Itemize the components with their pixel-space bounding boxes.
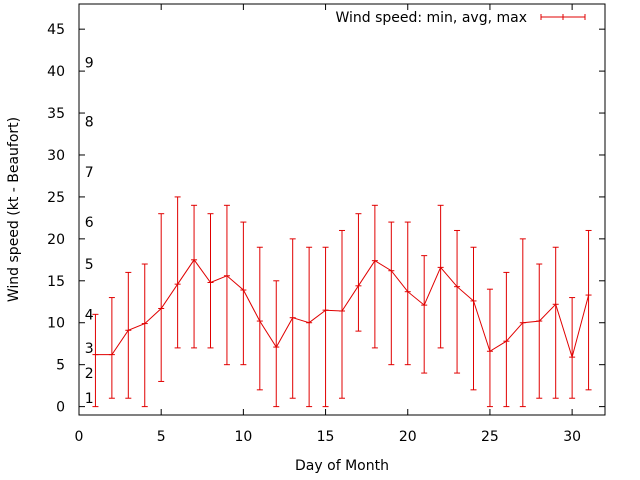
error-bar [470,246,477,391]
error-bar [437,204,444,349]
beaufort-label: 8 [85,114,94,130]
beaufort-label: 5 [85,257,94,273]
error-bar [322,246,329,408]
x-tick-label: 15 [317,429,335,445]
error-bar [223,204,230,366]
y-tick-label: 10 [47,316,65,332]
error-bar [454,229,461,374]
beaufort-label: 6 [85,215,94,231]
y-tick-label: 40 [47,64,65,80]
legend: Wind speed: min, avg, max [335,10,586,26]
plot-frame [78,3,606,416]
x-tick-label: 20 [399,429,417,445]
error-bar [92,313,99,408]
beaufort-label: 4 [85,307,94,323]
error-bar [125,271,132,399]
legend-label: Wind speed: min, avg, max [335,10,527,26]
error-bar [404,221,411,366]
beaufort-label: 3 [85,341,94,357]
y-tick-label: 0 [56,400,65,416]
error-bar [108,297,115,399]
beaufort-label: 1 [85,391,94,407]
error-bar [371,204,378,349]
error-bar [306,246,313,408]
beaufort-label: 7 [85,165,94,181]
error-bar [141,263,148,408]
error-bar [421,255,428,374]
error-bar [207,213,214,349]
y-tick-label: 25 [47,190,65,206]
x-tick-label: 0 [75,429,84,445]
error-bar [585,229,592,391]
x-tick-label: 25 [481,429,499,445]
x-axis-title: Day of Month [295,458,389,474]
error-bar [289,238,296,399]
error-bar [388,221,395,366]
beaufort-label: 9 [85,56,94,72]
y-axis-title: Wind speed (kt - Beaufort) [6,117,22,302]
y-tick-label: 15 [47,274,65,290]
x-tick-label: 30 [563,429,581,445]
error-bar [240,221,247,366]
y-tick-label: 20 [47,232,65,248]
series-wind-speed [92,196,592,408]
error-bar [273,280,280,408]
y-tick-label: 30 [47,148,65,164]
axis-ticks [78,4,605,415]
error-bar [191,204,198,349]
error-bar [519,238,526,408]
error-bar [355,213,362,332]
beaufort-label: 2 [85,366,94,382]
y-tick-label: 35 [47,106,65,122]
error-bar [569,297,576,399]
y-tick-label: 5 [56,358,65,374]
error-bar [256,246,263,391]
x-tick-label: 5 [157,429,166,445]
error-bar [158,213,165,382]
error-bar [536,263,543,399]
x-tick-label: 10 [234,429,252,445]
y-tick-label: 45 [47,22,65,38]
error-bar [503,271,510,408]
error-bar [339,229,345,399]
error-bar [486,288,493,408]
error-bar [552,246,559,399]
error-bar [174,196,181,349]
